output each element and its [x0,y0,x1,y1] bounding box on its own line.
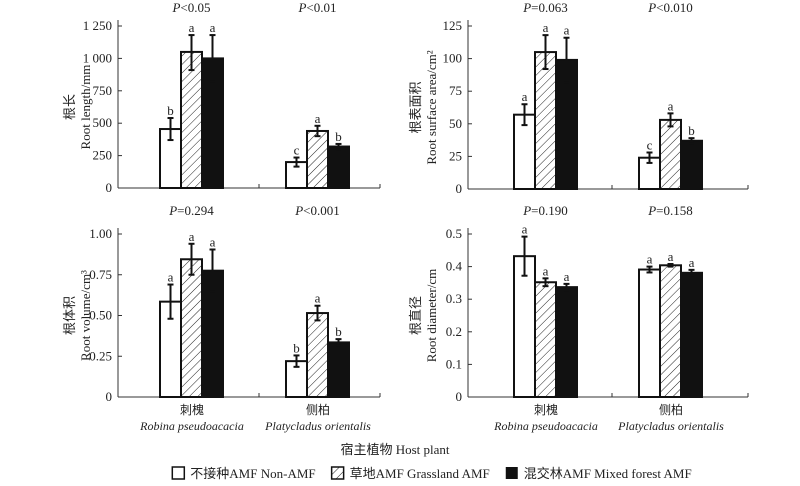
bar [327,145,350,189]
y-tick-label: 0 [106,180,113,195]
p-value-label: P=0.158 [647,203,693,218]
significance-letter: b [335,324,342,339]
bar [180,50,203,189]
x-category-cn: 刺槐 [180,402,204,417]
y-tick-label: 1 000 [83,50,112,65]
bar [680,139,703,190]
y-tick-label: 0.75 [89,267,112,282]
y-tick-label: 250 [93,148,113,163]
significance-letter: a [564,23,570,38]
significance-letter: b [167,103,174,118]
significance-letter: a [564,269,570,284]
y-tick-label: 1 250 [83,18,112,33]
x-category-cn: 侧柏 [306,402,330,417]
significance-letter: c [647,137,653,152]
p-value-label: P<0.010 [647,0,693,15]
significance-letter: a [189,229,195,244]
bar [306,129,329,189]
y-axis-label: Root volume/cm³ [78,270,93,361]
significance-letter: a [210,234,216,249]
x-category-cn: 侧柏 [659,402,683,417]
significance-letter: b [688,123,695,138]
bar [534,281,557,398]
y-tick-label: 0.25 [89,348,112,363]
significance-letter: a [315,111,321,126]
y-tick-label: 25 [449,148,462,163]
y-axis-label-cn: 根体积 [62,296,77,335]
chart-panel: 0 25 50 75 100 125 根表面积 Root surface area/cm² P=… [408,0,749,196]
bar [638,268,661,398]
significance-letter: b [335,129,342,144]
legend-swatch-non-amf [171,466,186,480]
significance-letter: a [522,222,528,237]
legend-label: 不接种AMF Non-AMF [190,466,315,481]
p-value-label: P=0.190 [522,203,568,218]
significance-letter: a [668,249,674,264]
y-tick-label: 75 [449,83,462,98]
bar [327,341,350,398]
significance-letter: a [315,291,321,306]
y-axis-label: Root length/mm [78,65,93,150]
legend: 不接种AMF Non-AMF 草地AMF Grassland AMF 混交林AM… [171,466,692,481]
significance-letter: a [543,263,549,278]
y-tick-label: 0.2 [446,324,462,339]
x-category-cn: 刺槐 [534,402,558,417]
y-axis-label-cn: 根直径 [408,296,423,335]
significance-letter: a [168,270,174,285]
significance-letter: a [210,20,216,35]
legend-label: 混交林AMF Mixed forest AMF [524,466,692,481]
y-tick-label: 0 [456,181,463,196]
significance-letter: a [543,20,549,35]
p-value-label: P<0.01 [297,0,336,15]
legend-label: 草地AMF Grassland AMF [350,466,490,481]
p-value-label: P=0.063 [522,0,568,15]
y-tick-label: 100 [443,51,463,66]
bar [659,264,682,398]
significance-letter: c [294,143,300,158]
bar [680,271,703,399]
x-category-latin: Robina pseudoacacia [139,419,244,433]
x-axis-label: 宿主植物 Host plant [340,442,449,457]
x-category-latin: Platycladus orientalis [617,419,724,433]
legend-swatch-grassland [330,466,345,480]
y-tick-label: 0.3 [446,291,462,306]
bar [555,286,578,398]
y-tick-label: 50 [449,116,462,131]
y-tick-label: 0 [106,389,113,404]
bar [513,255,536,398]
p-value-label: P<0.05 [171,0,210,15]
significance-letter: a [689,255,695,270]
y-tick-label: 500 [93,115,113,130]
x-category-latin: Platycladus orientalis [264,419,371,433]
bar [306,312,329,398]
x-category-latin: Robina pseudoacacia [493,419,598,433]
y-axis-label: Root surface area/cm² [424,50,439,164]
chart-panel: 0 0.1 0.2 0.3 0.4 0.5 根直径 Root diameter/cm P=0.1… [408,203,749,404]
chart-panel: 0 0.25 0.50 0.75 1.00 根体积 Root volume/cm³ P=0.2… [62,203,381,404]
y-axis-label-cn: 根表面积 [408,81,423,133]
significance-letter: a [647,252,653,267]
p-value-label: P=0.294 [168,203,214,218]
y-tick-label: 750 [93,83,113,98]
y-tick-label: 0.1 [446,356,462,371]
significance-letter: a [668,98,674,113]
chart-panel: 0 250 500 750 1 000 1 250 根长 Root length/mm P<0.… [62,0,381,195]
bar [534,51,557,190]
y-axis-label-cn: 根长 [62,94,77,120]
legend-swatch-mixed-forest [505,467,518,479]
bar [180,258,203,399]
significance-letter: a [522,89,528,104]
significance-letter: a [189,20,195,35]
y-tick-label: 125 [443,18,463,33]
y-tick-label: 0.5 [446,226,462,241]
significance-letter: b [293,340,300,355]
y-tick-label: 0.50 [89,308,112,323]
y-tick-label: 0.4 [446,259,463,274]
p-value-label: P<0.001 [294,203,340,218]
y-axis-label: Root diameter/cm [424,269,439,363]
bar [659,118,682,190]
y-tick-label: 0 [456,389,463,404]
y-tick-label: 1.00 [89,226,112,241]
